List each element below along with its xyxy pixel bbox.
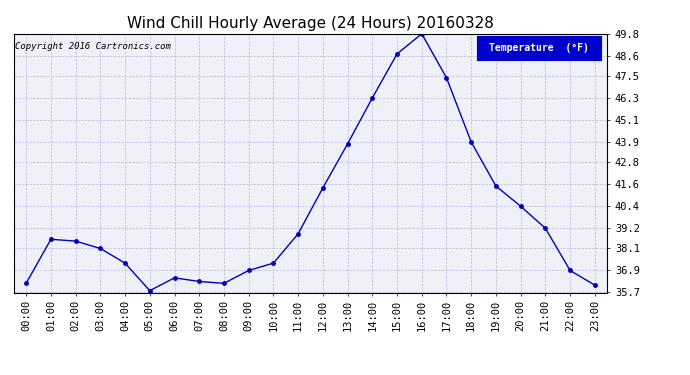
Title: Wind Chill Hourly Average (24 Hours) 20160328: Wind Chill Hourly Average (24 Hours) 201…	[127, 16, 494, 31]
Text: Copyright 2016 Cartronics.com: Copyright 2016 Cartronics.com	[15, 42, 171, 51]
